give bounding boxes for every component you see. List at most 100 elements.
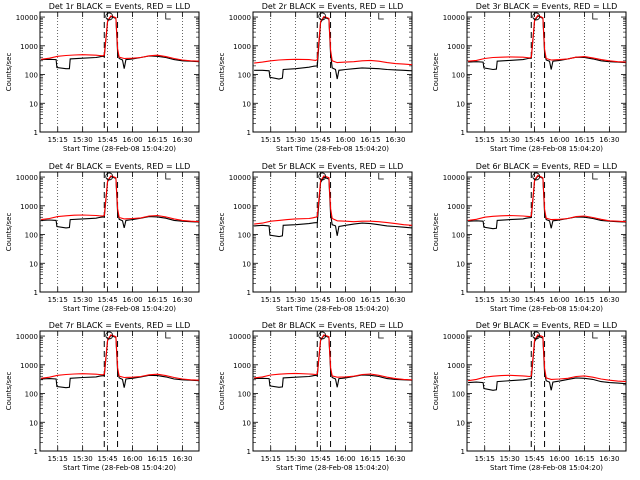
chart-panel-1: Det 1r BLACK = Events, RED = LLD 1 10 100 10… — [5, 2, 200, 153]
x-tick-label: 16:30 — [385, 455, 405, 463]
chart-title: Det 6r BLACK = Events, RED = LLD — [476, 162, 618, 171]
x-tick-label: 16:30 — [385, 296, 405, 304]
plot-frame — [466, 171, 627, 293]
x-tick-label: 15:15 — [48, 296, 68, 304]
x-tick-label: 16:15 — [360, 136, 380, 144]
y-tick-label: 1 — [461, 129, 465, 137]
x-tick-label: 16:00 — [335, 136, 355, 144]
y-tick-label: 10000 — [229, 333, 251, 341]
peak-marker — [318, 172, 327, 181]
bracket-marker — [592, 173, 598, 180]
series-line-lld — [41, 175, 200, 223]
y-tick-label: 1 — [34, 448, 38, 456]
y-tick-label: 100 — [25, 72, 38, 80]
y-tick-label: 10000 — [16, 174, 38, 182]
x-tick-label: 16:00 — [335, 296, 355, 304]
x-tick-label: 15:45 — [97, 136, 117, 144]
bracket-marker — [165, 173, 171, 180]
y-tick-label: 100 — [238, 72, 251, 80]
y-tick-label: 10 — [242, 100, 251, 108]
y-tick-label: 1000 — [233, 362, 251, 370]
chart-title: Det 2r BLACK = Events, RED = LLD — [262, 2, 404, 11]
y-tick-label: 1000 — [447, 362, 465, 370]
y-tick-label: 1000 — [447, 43, 465, 51]
y-tick-label: 1 — [247, 289, 251, 297]
chart-title: Det 9r BLACK = Events, RED = LLD — [476, 321, 618, 330]
series-line-lld — [254, 15, 413, 66]
y-tick-label: 1 — [34, 129, 38, 137]
x-tick-label: 16:00 — [549, 296, 569, 304]
x-axis-label: Start Time (28-Feb-08 15:04:20) — [490, 464, 603, 472]
chart-title: Det 5r BLACK = Events, RED = LLD — [262, 162, 404, 171]
peak-marker — [105, 331, 114, 340]
y-tick-label: 1 — [461, 448, 465, 456]
x-tick-label: 15:15 — [261, 455, 281, 463]
y-tick-label: 1000 — [20, 362, 38, 370]
x-tick-label: 16:30 — [172, 296, 192, 304]
x-axis-label: Start Time (28-Feb-08 15:04:20) — [276, 464, 389, 472]
chart-panel-9: Det 9r BLACK = Events, RED = LLD 1 10 100 10… — [432, 321, 627, 472]
y-tick-label: 1 — [247, 448, 251, 456]
y-tick-label: 10000 — [229, 174, 251, 182]
x-tick-label: 15:15 — [261, 136, 281, 144]
y-tick-label: 10 — [29, 419, 38, 427]
plot-frame — [39, 11, 200, 133]
y-tick-label: 1000 — [20, 43, 38, 51]
y-tick-label: 10 — [29, 260, 38, 268]
x-tick-label: 15:30 — [500, 455, 520, 463]
y-tick-label: 100 — [238, 391, 251, 399]
plot-frame — [466, 330, 627, 452]
x-tick-label: 16:15 — [574, 136, 594, 144]
y-tick-label: 100 — [452, 72, 465, 80]
y-axis-label: Counts/sec — [218, 53, 226, 92]
x-tick-label: 15:45 — [310, 455, 330, 463]
y-tick-label: 1 — [34, 289, 38, 297]
plot-frame — [252, 11, 413, 133]
chart-title: Det 1r BLACK = Events, RED = LLD — [49, 2, 191, 11]
y-tick-label: 1000 — [233, 203, 251, 211]
series-line-lld — [41, 15, 200, 62]
y-axis-label: Counts/sec — [432, 372, 440, 411]
y-tick-label: 1 — [247, 129, 251, 137]
series-line-lld — [468, 334, 627, 383]
x-axis-label: Start Time (28-Feb-08 15:04:20) — [63, 145, 176, 153]
chart-panel-5: Det 5r BLACK = Events, RED = LLD 1 10 100 10… — [218, 162, 413, 313]
y-tick-label: 10000 — [443, 333, 465, 341]
x-axis-label: Start Time (28-Feb-08 15:04:20) — [63, 305, 176, 313]
chart-title: Det 3r BLACK = Events, RED = LLD — [476, 2, 618, 11]
x-tick-label: 16:30 — [599, 455, 619, 463]
x-tick-label: 16:15 — [574, 455, 594, 463]
bracket-marker — [378, 13, 384, 20]
peak-marker — [532, 331, 541, 340]
x-tick-label: 16:15 — [360, 455, 380, 463]
peak-marker — [318, 12, 327, 21]
y-axis-label: Counts/sec — [432, 213, 440, 252]
y-axis-label: Counts/sec — [432, 53, 440, 92]
x-tick-label: 16:30 — [599, 136, 619, 144]
series-line-lld — [254, 334, 413, 381]
series-line-lld — [468, 14, 627, 63]
y-tick-label: 100 — [452, 391, 465, 399]
plot-frame — [39, 171, 200, 293]
series-line-lld — [41, 334, 200, 381]
y-tick-label: 1000 — [233, 43, 251, 51]
chart-panel-6: Det 6r BLACK = Events, RED = LLD 1 10 100 10… — [432, 162, 627, 313]
x-tick-label: 16:30 — [172, 455, 192, 463]
x-tick-label: 16:00 — [122, 296, 142, 304]
x-tick-label: 16:00 — [335, 455, 355, 463]
x-tick-label: 16:15 — [147, 296, 167, 304]
y-tick-label: 10 — [456, 419, 465, 427]
x-tick-label: 16:00 — [549, 455, 569, 463]
bracket-marker — [165, 332, 171, 339]
x-tick-label: 16:15 — [147, 136, 167, 144]
x-tick-label: 15:30 — [286, 455, 306, 463]
y-tick-label: 10000 — [16, 333, 38, 341]
y-tick-label: 1000 — [447, 203, 465, 211]
x-axis-label: Start Time (28-Feb-08 15:04:20) — [63, 464, 176, 472]
x-tick-label: 15:30 — [500, 136, 520, 144]
y-tick-label: 10000 — [16, 14, 38, 22]
peak-marker — [105, 172, 114, 181]
y-tick-label: 1000 — [20, 203, 38, 211]
y-tick-label: 10 — [456, 260, 465, 268]
y-tick-label: 10 — [242, 260, 251, 268]
